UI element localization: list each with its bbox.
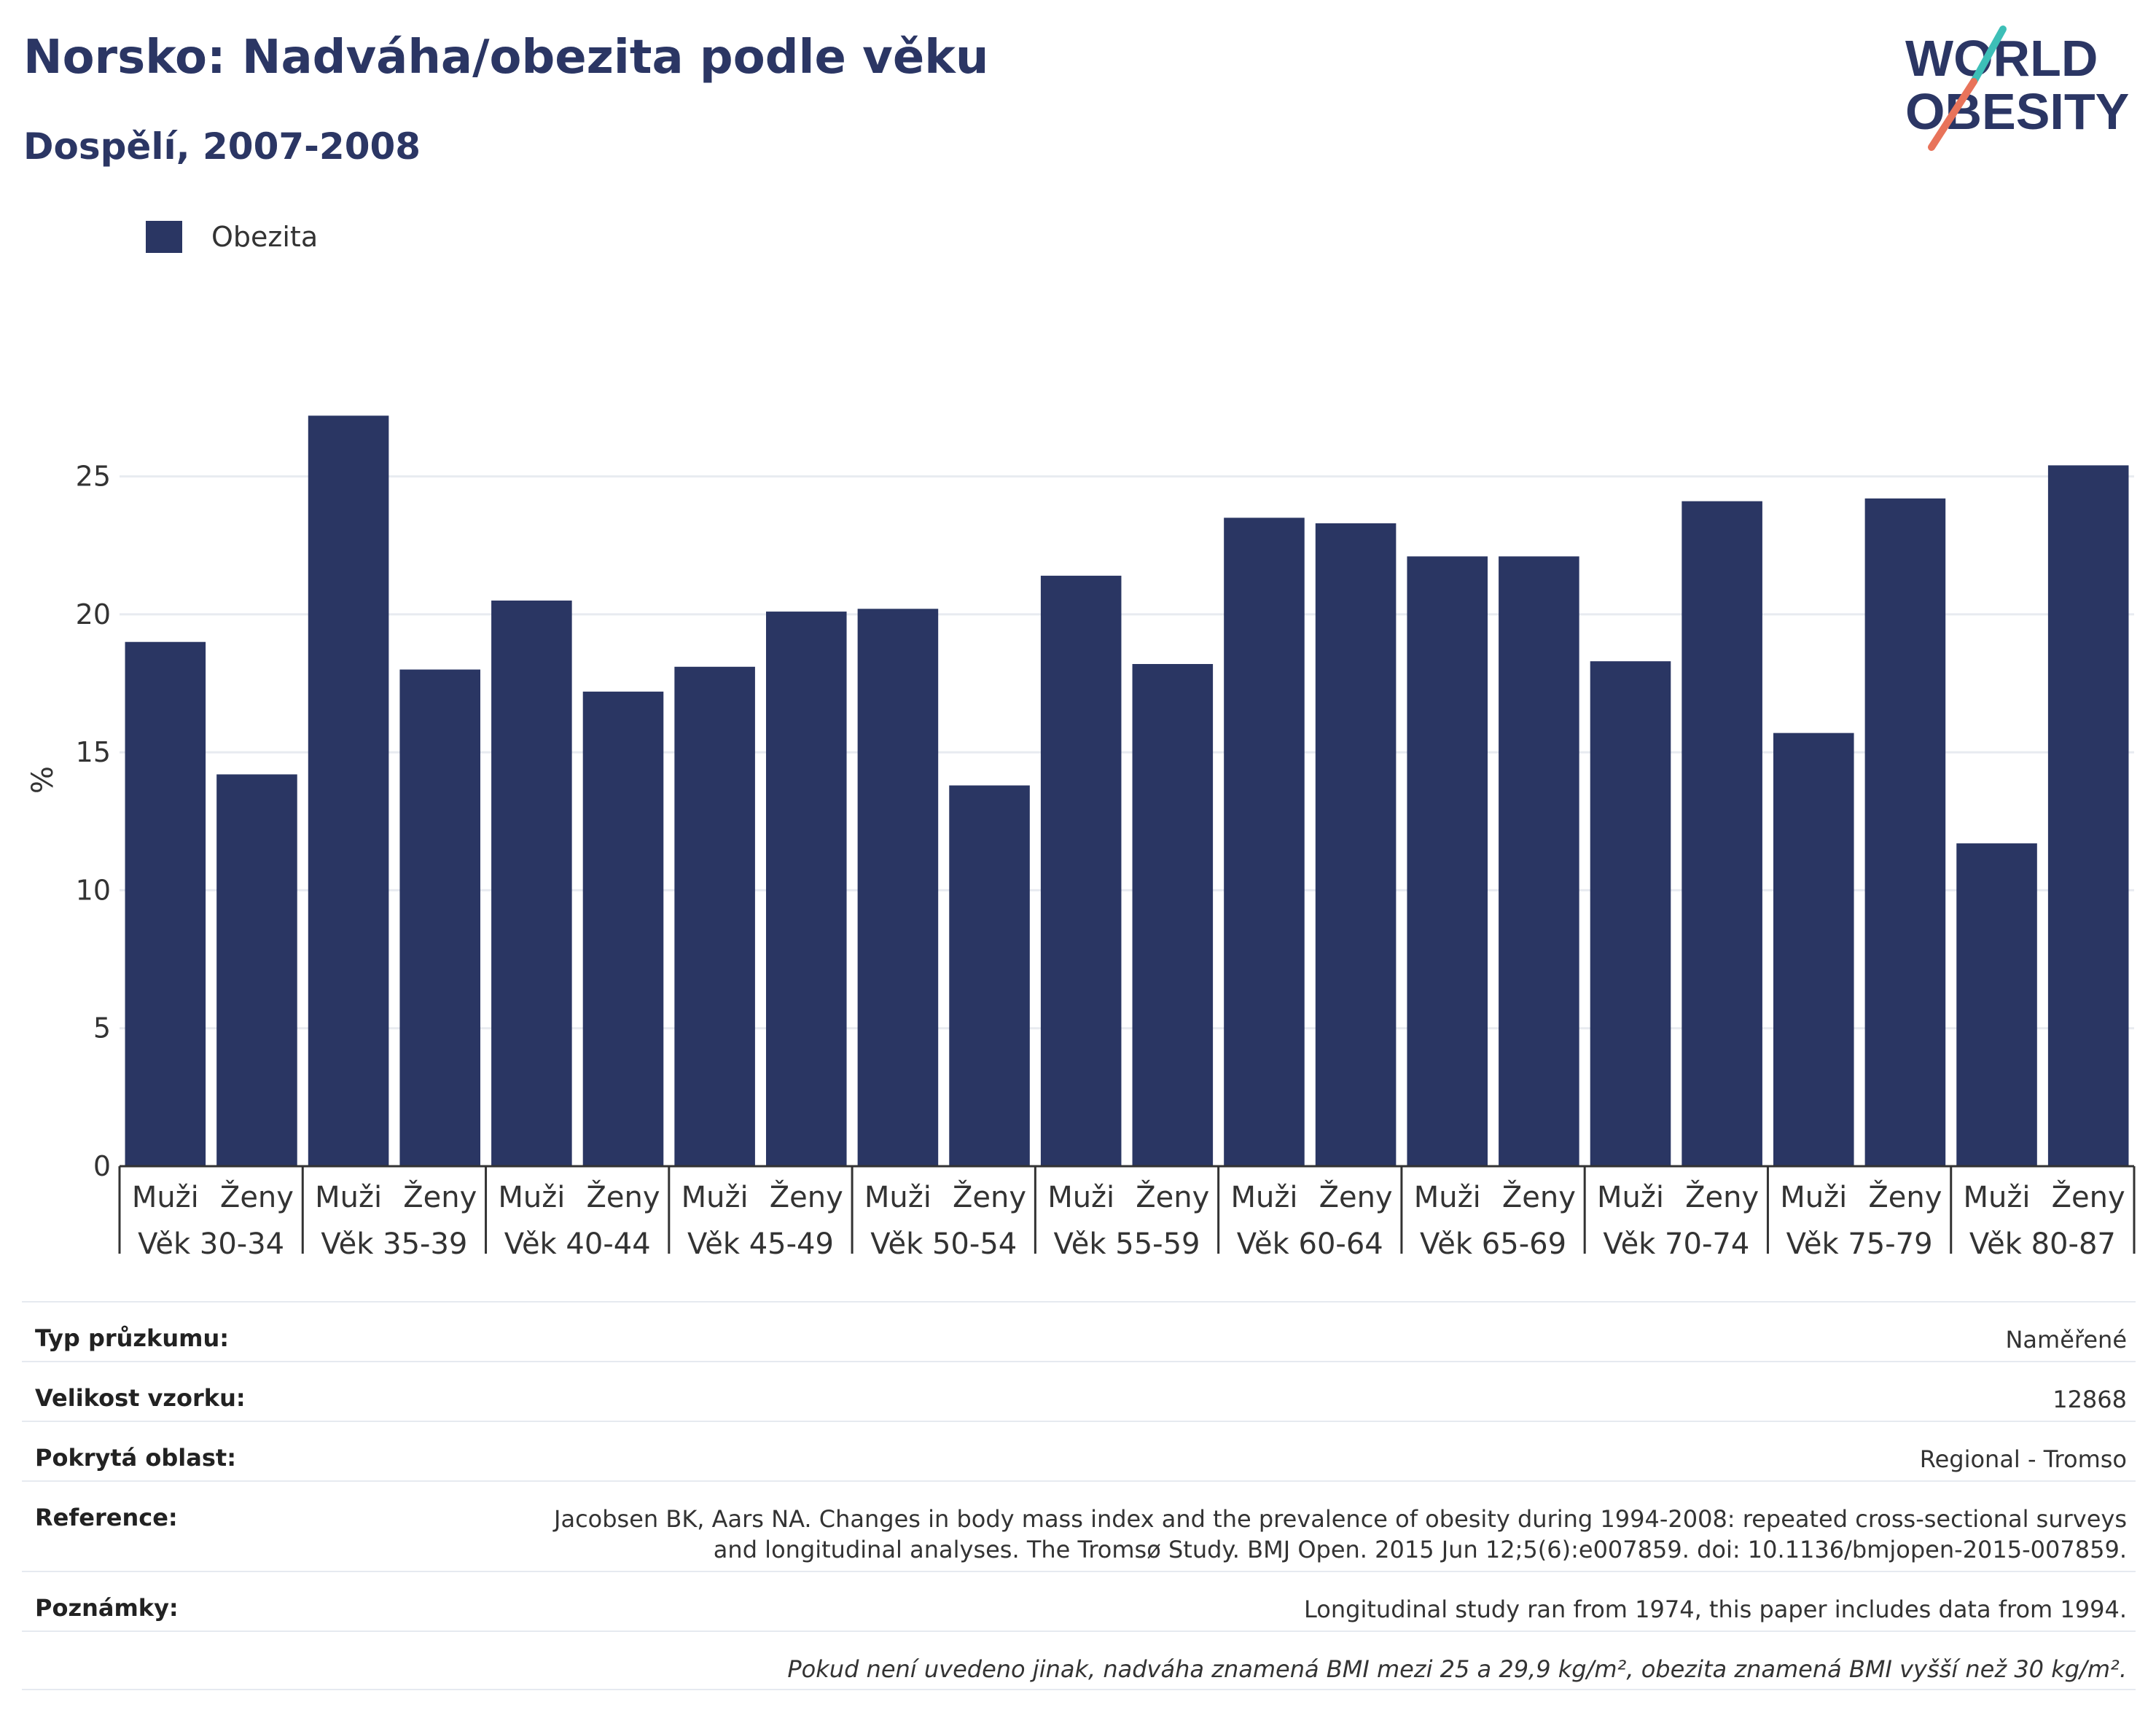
bar-chart: 0 5 10 15 20 25% Muži Ženy Muži Ženy Muži Ženy Muži Ž… <box>26 415 2136 1261</box>
x-tick-label: Muži <box>1230 1181 1297 1214</box>
x-group-label: Věk 80-87 <box>1969 1227 2116 1261</box>
x-group-label: Věk 40-44 <box>504 1227 651 1261</box>
info-key: Poznámky: <box>35 1594 179 1622</box>
bar <box>1315 523 1397 1166</box>
y-tick-label: 20 <box>76 598 111 630</box>
x-tick-label: Ženy <box>586 1179 660 1214</box>
bar <box>1499 556 1579 1166</box>
legend-swatch-obezita <box>146 221 182 253</box>
footnote: Pokud není uvedeno jinak, nadváha znamen… <box>787 1655 2127 1683</box>
bar <box>1956 843 2037 1166</box>
chart-title: Norsko: Nadváha/obezita podle věku <box>23 31 989 85</box>
x-group-label: Věk 30-34 <box>138 1227 284 1261</box>
y-tick-label: 5 <box>93 1012 111 1044</box>
x-tick-label: Muži <box>1964 1181 2031 1214</box>
info-value: Longitudinal study ran from 1974, this p… <box>1304 1596 2127 1623</box>
chart-subtitle: Dospělí, 2007-2008 <box>23 125 421 168</box>
bar <box>1224 518 1305 1166</box>
bar <box>582 691 664 1166</box>
x-tick-label: Ženy <box>1136 1179 1209 1214</box>
info-value: Naměřené <box>2005 1326 2127 1354</box>
x-tick-label: Ženy <box>1502 1179 1576 1214</box>
x-tick-label: Muži <box>864 1181 931 1214</box>
y-tick-label: 10 <box>76 874 111 906</box>
info-row-notes: Poznámky: Longitudinal study ran from 19… <box>22 1571 2136 1630</box>
y-tick-label: 0 <box>93 1150 111 1182</box>
x-group-label: Věk 65-69 <box>1420 1227 1566 1261</box>
x-tick-label: Muži <box>1780 1181 1847 1214</box>
x-group-label: Věk 50-54 <box>870 1227 1017 1261</box>
x-tick-label: Ženy <box>1685 1179 1759 1214</box>
x-group-label: Věk 75-79 <box>1786 1227 1933 1261</box>
x-tick-label: Muži <box>315 1181 382 1214</box>
logo-slash-coral <box>1928 78 1977 151</box>
info-value: Jacobsen BK, Aars NA. Changes in body ma… <box>554 1504 2127 1565</box>
info-row-sample-size: Velikost vzorku: 12868 <box>22 1361 2136 1421</box>
x-tick-label: Ženy <box>1868 1179 1942 1214</box>
x-tick-label: Muži <box>1414 1181 1481 1214</box>
info-key: Velikost vzorku: <box>35 1384 246 1412</box>
info-key: Reference: <box>35 1504 178 1531</box>
bar <box>765 612 847 1166</box>
info-value: Regional - Tromso <box>1919 1445 2127 1473</box>
x-tick-label: Muži <box>132 1181 199 1214</box>
x-group-label: Věk 70-74 <box>1603 1227 1749 1261</box>
x-tick-label: Muži <box>498 1181 565 1214</box>
y-tick-label: 25 <box>76 461 111 493</box>
legend-label-obezita: Obezita <box>211 221 319 253</box>
bar <box>2047 465 2129 1166</box>
x-group-label: Věk 55-59 <box>1054 1227 1200 1261</box>
reference-line-2: and longitudinal analyses. The Tromsø St… <box>713 1536 2127 1563</box>
x-tick-label: Ženy <box>403 1179 477 1214</box>
y-axis-label: % <box>26 766 60 794</box>
bar <box>1590 661 1671 1166</box>
info-key: Typ průzkumu: <box>35 1324 230 1352</box>
x-tick-label: Muži <box>681 1181 749 1214</box>
bar <box>1040 575 1122 1166</box>
x-tick-label: Ženy <box>1319 1179 1393 1214</box>
x-tick-label: Ženy <box>220 1179 294 1214</box>
x-tick-label: Ženy <box>2052 1179 2125 1214</box>
bar <box>1682 501 1762 1166</box>
survey-info-table: Typ průzkumu: Naměřené Velikost vzorku: … <box>22 1301 2136 1690</box>
bar <box>1773 733 1854 1166</box>
x-tick-label: Muži <box>1597 1181 1664 1214</box>
bar <box>491 600 572 1166</box>
bar <box>1864 498 1946 1166</box>
bar <box>308 415 389 1167</box>
info-key: Pokrytá oblast: <box>35 1444 236 1472</box>
bar <box>949 785 1030 1166</box>
x-group-label: Věk 45-49 <box>687 1227 834 1261</box>
info-row-reference: Reference: Jacobsen BK, Aars NA. Changes… <box>22 1480 2136 1571</box>
bar <box>1407 556 1488 1166</box>
info-row-coverage: Pokrytá oblast: Regional - Tromso <box>22 1421 2136 1480</box>
x-tick-label: Ženy <box>770 1179 843 1214</box>
bar <box>1132 664 1214 1166</box>
bar <box>674 666 755 1166</box>
y-tick-label: 15 <box>76 736 111 768</box>
bar <box>125 641 206 1166</box>
chart-legend[interactable]: Obezita <box>146 221 318 253</box>
x-group-label: Věk 60-64 <box>1237 1227 1383 1261</box>
logo-slash-teal <box>1970 26 2007 85</box>
bar <box>399 669 481 1166</box>
logo-word-world: WORLD <box>1905 30 2098 87</box>
info-row-footnote: Pokud není uvedeno jinak, nadváha znamen… <box>22 1630 2136 1690</box>
info-row-survey-type: Typ průzkumu: Naměřené <box>22 1301 2136 1361</box>
x-group-label: Věk 35-39 <box>321 1227 467 1261</box>
bar <box>216 774 297 1166</box>
bar <box>857 609 939 1166</box>
world-obesity-logo: WORLD OBESITY <box>1905 26 2129 151</box>
x-tick-label: Muži <box>1047 1181 1114 1214</box>
reference-line-1: Jacobsen BK, Aars NA. Changes in body ma… <box>554 1505 2127 1533</box>
x-tick-label: Ženy <box>953 1179 1026 1214</box>
info-value: 12868 <box>2053 1386 2127 1413</box>
